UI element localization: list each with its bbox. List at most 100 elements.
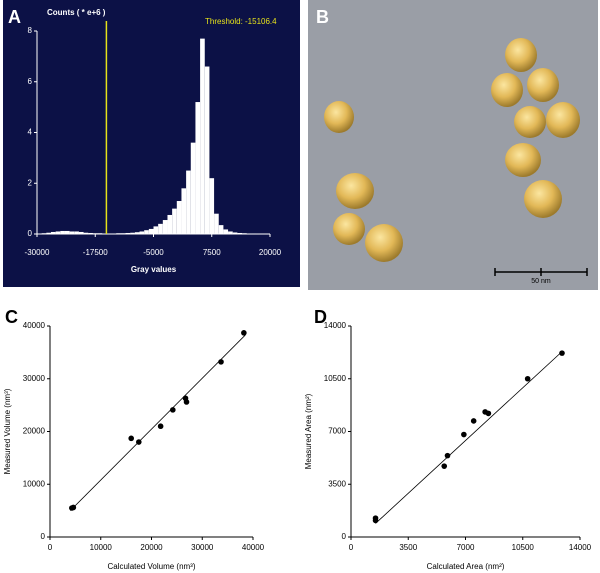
histogram-bar	[97, 233, 103, 234]
histogram-bar	[60, 230, 65, 234]
trendline	[70, 334, 246, 511]
point	[441, 463, 448, 469]
x-tick-label: 40000	[242, 543, 265, 552]
x-tick-label: 0	[349, 543, 354, 552]
histogram-bar	[148, 228, 154, 234]
histogram-bar	[251, 233, 257, 234]
histogram-bar	[167, 214, 173, 234]
x-tick-label: 20000	[140, 543, 163, 552]
x-tick-label: 3500	[399, 543, 417, 552]
histogram-bar	[88, 232, 93, 234]
point	[218, 359, 224, 365]
histogram-bar	[153, 226, 159, 234]
panel-label: D	[314, 307, 327, 327]
threshold-label: Threshold: -15106.4	[205, 17, 277, 26]
histogram-bar	[41, 233, 47, 234]
scale-label: 50 nm	[531, 278, 551, 285]
histogram-bar	[102, 233, 107, 234]
histogram-bar	[92, 233, 98, 234]
y-tick-label: 30000	[23, 374, 46, 383]
histogram-bar	[139, 231, 145, 234]
point	[524, 375, 531, 382]
y-axis-label: Measured Volume (nm³)	[3, 388, 12, 474]
histogram-bar	[172, 208, 177, 234]
y-tick-label: 8	[28, 26, 33, 35]
y-tick-label: 14000	[324, 321, 347, 330]
point	[70, 504, 77, 511]
x-axis-label: Calculated Volume (nm³)	[107, 562, 195, 571]
trendline	[375, 351, 563, 524]
histogram-bar	[246, 233, 252, 234]
x-axis-label: Calculated Area (nm²)	[427, 562, 505, 571]
y-tick-label: 7000	[328, 427, 346, 436]
point	[470, 418, 477, 424]
histogram-bar	[74, 231, 79, 234]
panel-label: A	[8, 7, 21, 27]
panel-a-background	[3, 0, 300, 287]
y-axis-label: Measured Area (nm²)	[304, 393, 313, 469]
y-tick-label: 10500	[324, 374, 347, 383]
point	[461, 431, 467, 438]
histogram-bar	[195, 102, 201, 234]
histogram-bar	[50, 231, 56, 234]
histogram-bar	[223, 229, 229, 234]
histogram-bar	[214, 213, 219, 234]
histogram-bar	[125, 232, 131, 234]
y-tick-label: 0	[28, 229, 33, 238]
x-tick-label: 30000	[191, 543, 214, 552]
histogram-bar	[111, 233, 117, 234]
scale-bar	[494, 268, 588, 276]
x-tick-label: 7500	[203, 248, 221, 257]
point	[136, 439, 142, 445]
panel-label: C	[5, 307, 18, 327]
y-tick-label: 20000	[23, 427, 46, 436]
y-tick-label: 6	[28, 77, 33, 86]
histogram-bar	[190, 142, 196, 234]
histogram-bar	[209, 178, 215, 234]
histogram-bar	[116, 233, 121, 234]
x-tick-label: 14000	[569, 543, 592, 552]
panel-label: B	[316, 7, 329, 27]
histogram-bar	[83, 232, 89, 234]
x-tick-label: -17500	[83, 248, 108, 257]
histogram-bar	[37, 233, 42, 234]
histogram-bar	[69, 231, 75, 234]
y-tick-label: 0	[41, 532, 46, 541]
histogram-bar	[204, 66, 210, 235]
histogram-bar	[144, 230, 149, 234]
histogram-bar	[242, 233, 247, 234]
x-tick-label: -30000	[25, 248, 50, 257]
point	[183, 399, 190, 405]
y-tick-label: 2	[28, 178, 33, 187]
x-axis-label: Gray values	[131, 265, 177, 274]
histogram-bar	[228, 231, 233, 234]
y-tick-label: 0	[342, 532, 347, 541]
point	[170, 407, 176, 413]
histogram-bar	[186, 170, 191, 234]
x-tick-label: 20000	[259, 248, 282, 257]
x-tick-label: -5000	[143, 248, 164, 257]
point	[485, 410, 492, 417]
histogram-bar	[232, 232, 238, 234]
y-tick-label: 10000	[23, 479, 46, 488]
histogram-bar	[78, 231, 84, 234]
histogram-bar	[130, 232, 135, 234]
x-tick-label: 0	[48, 543, 53, 552]
particles	[324, 38, 580, 262]
point	[157, 423, 164, 430]
point	[241, 330, 247, 336]
histogram-bar	[162, 220, 168, 234]
histogram-bar	[106, 233, 112, 234]
x-tick-label: 7000	[457, 543, 475, 552]
histogram-bar	[176, 201, 182, 234]
histogram-bar	[200, 38, 205, 234]
panel-b-background	[308, 0, 598, 290]
x-tick-label: 10000	[90, 543, 113, 552]
point	[128, 435, 134, 442]
histogram-bar	[64, 230, 70, 234]
histogram-bar	[158, 223, 163, 234]
chart-title: Counts ( * e+6 )	[47, 8, 106, 17]
histogram-bar	[120, 233, 126, 234]
histogram-bar	[218, 225, 224, 234]
